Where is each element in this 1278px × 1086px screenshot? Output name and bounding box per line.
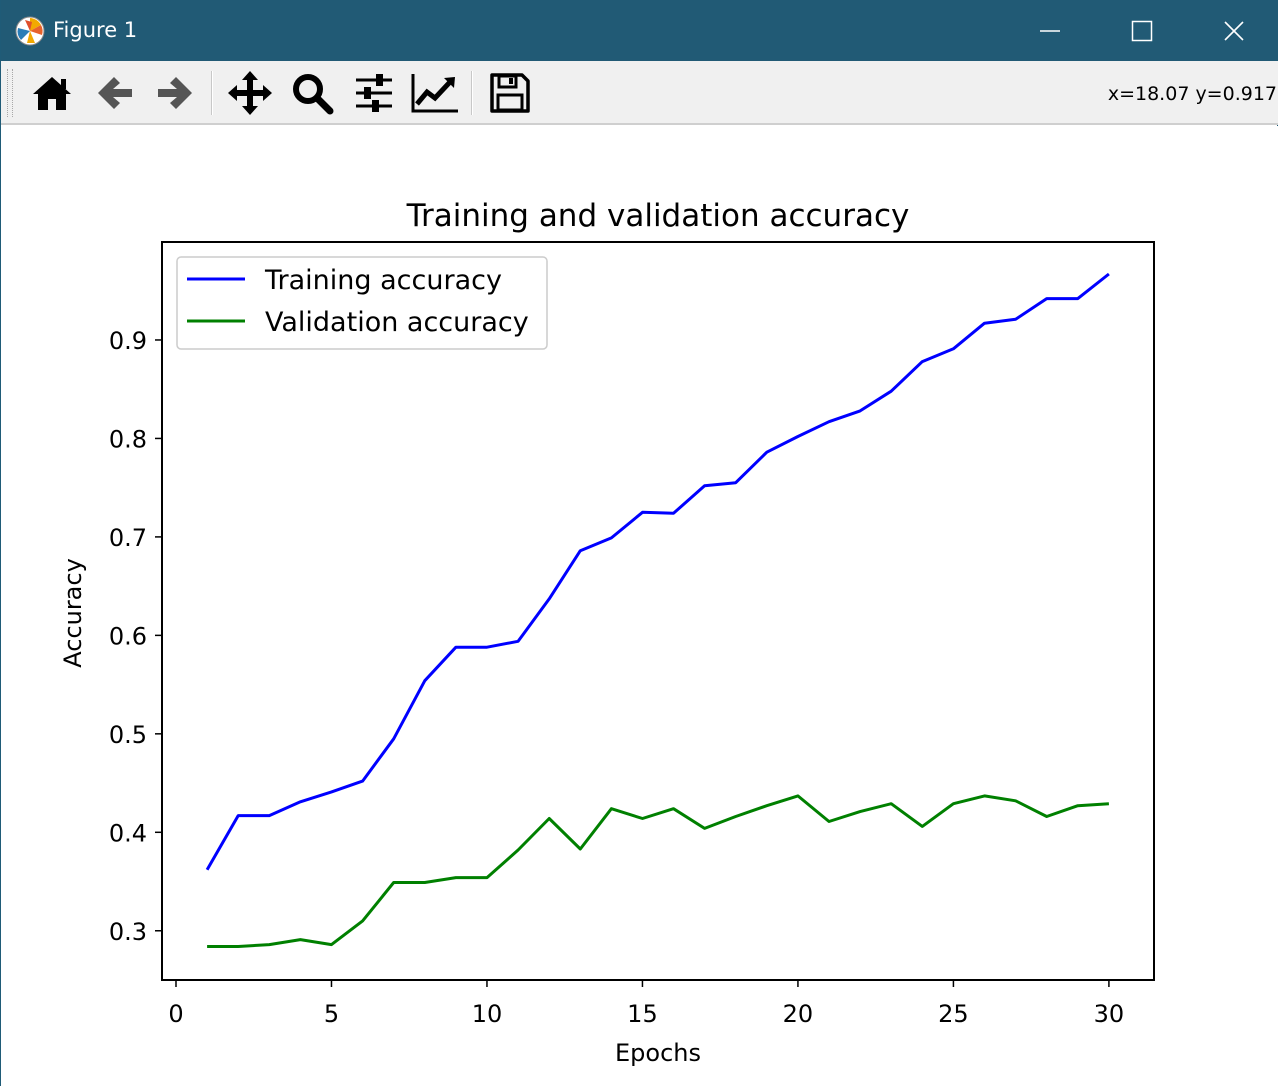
legend-label-validation: Validation accuracy <box>265 307 529 338</box>
subplots-button[interactable] <box>349 69 399 117</box>
chart-legend: Training accuracy Validation accuracy <box>176 256 548 350</box>
y-tick-label: 0.7 <box>109 524 147 552</box>
title-bar[interactable]: Figure 1 <box>1 0 1278 61</box>
back-button[interactable] <box>90 69 140 117</box>
x-tick-label: 10 <box>472 1000 503 1028</box>
zoom-button[interactable] <box>287 69 337 117</box>
y-tick-label: 0.4 <box>109 819 147 847</box>
figure-canvas[interactable]: Training and validation accuracy 0 5 10 15 2… <box>2 126 1278 1086</box>
toolbar-separator <box>471 71 473 115</box>
x-tick-label: 30 <box>1094 1000 1125 1028</box>
x-tick-label: 25 <box>938 1000 969 1028</box>
accuracy-chart[interactable]: Training and validation accuracy 0 5 10 15 2… <box>2 126 1278 1086</box>
y-tick-label: 0.9 <box>109 327 147 355</box>
toolbar-grip[interactable] <box>7 69 13 117</box>
toolbar-separator <box>211 71 213 115</box>
legend-box <box>176 256 548 350</box>
magnifier-icon <box>293 74 334 115</box>
customize-button[interactable] <box>410 69 460 117</box>
line-chart-icon <box>411 74 458 113</box>
x-tick-label: 20 <box>783 1000 814 1028</box>
arrow-left-icon <box>98 77 132 109</box>
home-icon <box>33 77 71 110</box>
pan-button[interactable] <box>225 69 275 117</box>
minimize-icon <box>1040 29 1060 32</box>
close-button[interactable] <box>1188 0 1278 61</box>
floppy-disk-icon <box>490 73 530 113</box>
navigation-toolbar: x=18.07 y=0.917 <box>1 61 1278 125</box>
y-tick-label: 0.8 <box>109 425 147 453</box>
y-tick-label: 0.6 <box>109 622 147 650</box>
x-tick-label: 15 <box>627 1000 658 1028</box>
x-axis-label: Epochs <box>615 1039 701 1067</box>
move-arrows-icon <box>228 71 272 115</box>
legend-label-training: Training accuracy <box>264 265 502 296</box>
matplotlib-logo-icon <box>15 16 45 46</box>
save-button[interactable] <box>485 69 535 117</box>
forward-button[interactable] <box>150 69 200 117</box>
maximize-icon <box>1131 20 1153 41</box>
x-tick-label: 0 <box>168 1000 183 1028</box>
minimize-button[interactable] <box>1004 0 1096 61</box>
close-icon <box>1224 20 1244 41</box>
window-title: Figure 1 <box>53 18 138 42</box>
chart-title: Training and validation accuracy <box>406 198 910 234</box>
y-tick-label: 0.5 <box>109 721 147 749</box>
home-button[interactable] <box>27 69 77 117</box>
plot-frame <box>161 241 1155 981</box>
sliders-icon <box>356 74 392 112</box>
y-axis-label: Accuracy <box>59 558 87 668</box>
series-line-validation <box>207 794 1109 948</box>
arrow-right-icon <box>158 77 192 109</box>
x-tick-label: 5 <box>324 1000 339 1028</box>
y-tick-label: 0.3 <box>109 918 147 946</box>
series-line-training <box>205 272 1110 871</box>
maximize-button[interactable] <box>1096 0 1188 61</box>
cursor-coordinates: x=18.07 y=0.917 <box>1107 83 1277 105</box>
